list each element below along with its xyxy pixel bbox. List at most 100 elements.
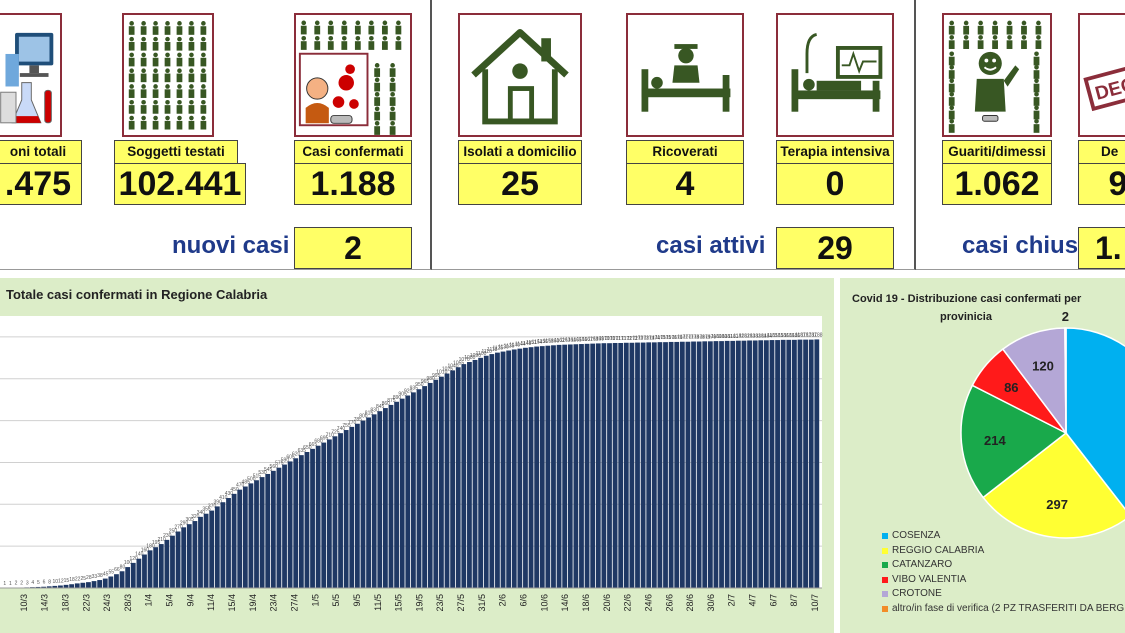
bar-data-label: 450 xyxy=(230,487,239,493)
bar xyxy=(707,341,713,588)
bar xyxy=(500,351,506,588)
bar-data-label: 1055 xyxy=(453,360,464,366)
x-tick-label: 28/3 xyxy=(123,594,133,612)
bar xyxy=(360,420,366,588)
bar xyxy=(556,344,562,588)
bar-data-label: 935 xyxy=(410,385,419,391)
bar xyxy=(786,339,792,588)
bar-data-label: 1118 xyxy=(487,347,498,353)
bar xyxy=(326,439,332,588)
people-grid-icon xyxy=(122,13,214,137)
bar-data-label: 1151 xyxy=(526,340,537,346)
bar xyxy=(63,584,69,588)
bar xyxy=(539,346,545,588)
x-tick-label: 1/4 xyxy=(144,594,154,607)
x-tick-label: 30/6 xyxy=(706,594,716,612)
house-icon xyxy=(458,13,582,137)
recovered-person-icon xyxy=(942,13,1052,137)
bar xyxy=(164,539,170,588)
bar-data-label: 1172 xyxy=(627,336,638,342)
x-tick-label: 14/3 xyxy=(40,594,50,612)
bar-data-label: 305 xyxy=(186,517,195,523)
bar-data-label: 1154 xyxy=(532,340,543,346)
bar-data-label: 1175 xyxy=(655,335,666,341)
bar-data-label: 80 xyxy=(120,564,126,570)
bar-data-label: 2 xyxy=(20,581,23,587)
bar xyxy=(35,586,41,588)
bar-data-label: 1170 xyxy=(605,336,616,342)
bar xyxy=(651,342,657,588)
pie-legend: COSENZA REGGIO CALABRIA CATANZARO VIBO VALE… xyxy=(882,529,1124,616)
bar-data-label: 845 xyxy=(376,404,385,410)
bar-data-label: 680 xyxy=(314,439,323,445)
bar-data-label: 770 xyxy=(348,420,357,426)
bar-data-label: 1040 xyxy=(447,363,458,369)
bar-data-label: 1090 xyxy=(470,353,481,359)
bar xyxy=(657,342,663,588)
legend-item: CROTONE xyxy=(882,587,1124,602)
bar-data-label: 1144 xyxy=(515,342,526,348)
bar xyxy=(192,521,198,588)
pie-slice xyxy=(960,384,1068,499)
bar xyxy=(679,341,685,588)
bar xyxy=(298,455,304,588)
legend-swatch xyxy=(882,562,888,569)
stat-label-terapia: Terapia intensiva xyxy=(776,140,894,164)
bar-data-label: 1148 xyxy=(520,341,531,347)
x-tick-label: 1/5 xyxy=(310,594,320,607)
bar-chart: 1 1 2 2 3 4 5 6 8 10 12 15 18 22 25 28 33 38 45 55 66 8010012… xyxy=(0,316,823,612)
bar xyxy=(237,489,243,588)
x-tick-label: 24/3 xyxy=(102,594,112,612)
bar-data-label: 1169 xyxy=(593,336,604,342)
bar-data-label: 1125 xyxy=(492,346,503,352)
x-tick-label: 23/4 xyxy=(269,594,279,612)
bar xyxy=(439,376,444,588)
bar-data-label: 875 xyxy=(387,398,396,404)
lab-equipment-icon xyxy=(0,13,62,137)
stat-value-terapia: 0 xyxy=(776,163,894,205)
bar-data-label: 1171 xyxy=(616,336,627,342)
bar xyxy=(220,502,226,588)
bar xyxy=(354,423,360,588)
nuovi-casi-value: 2 xyxy=(294,227,412,269)
casi-chiusi-label: casi chiusi xyxy=(962,232,1085,259)
bar xyxy=(719,341,724,588)
bar-data-label: 1183 xyxy=(750,333,761,339)
bar-data-label: 1160 xyxy=(548,338,559,344)
bar xyxy=(371,414,377,588)
bar-data-label: 1176 xyxy=(666,335,677,341)
bar xyxy=(702,341,708,588)
legend-label: REGGIO CALABRIA xyxy=(892,544,985,556)
bar xyxy=(511,349,517,588)
bar-data-label: 1185 xyxy=(773,333,784,339)
stat-label-tamponi: oni totali xyxy=(0,140,82,164)
bar xyxy=(416,389,422,588)
bar xyxy=(332,436,338,588)
bar xyxy=(758,340,764,588)
bar xyxy=(377,411,383,588)
bar-data-label: 22 xyxy=(75,576,81,582)
stat-value-isolati: 25 xyxy=(458,163,582,205)
summary-panel-tests: oni totali .475 Soggetti testati 102.441… xyxy=(0,0,432,270)
bar-data-label: 18 xyxy=(69,577,75,583)
bar xyxy=(791,339,797,588)
bar xyxy=(433,379,439,588)
bar-data-label: 1167 xyxy=(582,337,593,343)
bar xyxy=(102,578,108,588)
bar-data-label: 1182 xyxy=(733,334,744,340)
x-tick-label: 6/6 xyxy=(519,594,529,607)
bar-data-label: 1070 xyxy=(459,357,470,363)
bar xyxy=(153,547,159,588)
bar-data-label: 470 xyxy=(236,483,245,489)
bar xyxy=(226,498,231,588)
bar-data-label: 1187 xyxy=(806,333,817,339)
bar-data-label: 1174 xyxy=(649,335,660,341)
bar-data-label: 1179 xyxy=(700,334,711,340)
bar-data-label: 6 xyxy=(43,580,46,586)
pie-value-label: 2 xyxy=(1062,309,1069,324)
pie-value-label: 214 xyxy=(984,433,1006,448)
bar-data-label: 485 xyxy=(242,480,251,486)
x-tick-label: 23/5 xyxy=(435,594,445,612)
bar-data-label: 1188 xyxy=(812,332,823,338)
bar-data-label: 650 xyxy=(303,445,312,451)
